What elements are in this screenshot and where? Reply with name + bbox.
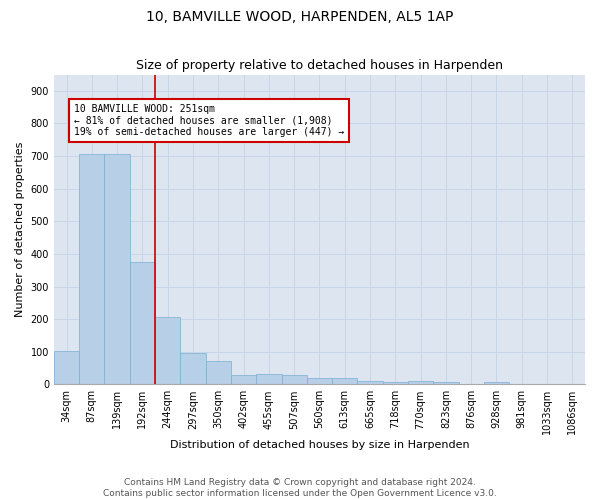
X-axis label: Distribution of detached houses by size in Harpenden: Distribution of detached houses by size … — [170, 440, 469, 450]
Bar — [408, 381, 433, 384]
Bar — [383, 382, 408, 384]
Bar — [104, 154, 130, 384]
Bar — [307, 378, 332, 384]
Y-axis label: Number of detached properties: Number of detached properties — [15, 142, 25, 317]
Bar — [54, 351, 79, 384]
Bar — [484, 382, 509, 384]
Bar — [256, 374, 281, 384]
Bar — [206, 360, 231, 384]
Text: 10, BAMVILLE WOOD, HARPENDEN, AL5 1AP: 10, BAMVILLE WOOD, HARPENDEN, AL5 1AP — [146, 10, 454, 24]
Bar — [130, 262, 155, 384]
Title: Size of property relative to detached houses in Harpenden: Size of property relative to detached ho… — [136, 59, 503, 72]
Bar — [433, 382, 458, 384]
Bar — [332, 378, 358, 384]
Text: Contains HM Land Registry data © Crown copyright and database right 2024.
Contai: Contains HM Land Registry data © Crown c… — [103, 478, 497, 498]
Bar — [181, 354, 206, 384]
Bar — [155, 318, 181, 384]
Bar — [358, 381, 383, 384]
Bar — [231, 374, 256, 384]
Bar — [281, 374, 307, 384]
Bar — [79, 154, 104, 384]
Text: 10 BAMVILLE WOOD: 251sqm
← 81% of detached houses are smaller (1,908)
19% of sem: 10 BAMVILLE WOOD: 251sqm ← 81% of detach… — [74, 104, 344, 137]
